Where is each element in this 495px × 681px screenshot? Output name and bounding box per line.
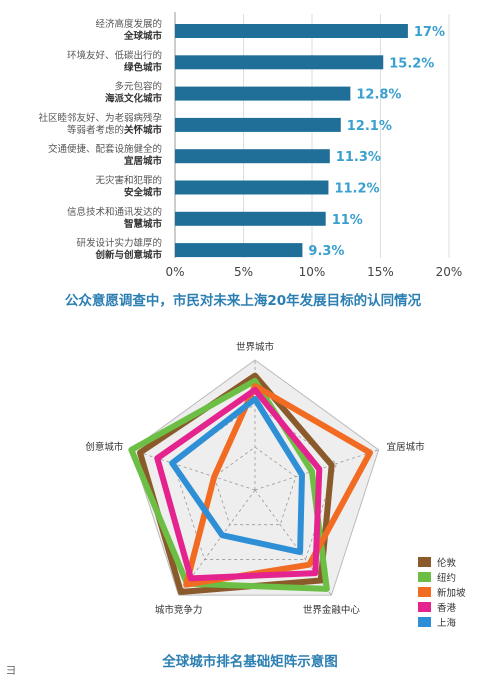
radar-axis-label: 世界城市 — [236, 341, 275, 353]
legend-swatch — [418, 602, 431, 612]
category-label-line2: 绿色城市 — [124, 61, 163, 73]
radar-series-polygon — [154, 386, 323, 582]
category-label-line1: 信息技术和通讯发达的 — [67, 206, 162, 218]
bar — [175, 243, 303, 258]
bar-value-label: 11% — [332, 213, 363, 228]
bar-value-label: 15.2% — [389, 56, 434, 71]
bar — [175, 180, 329, 195]
legend-swatch — [418, 557, 431, 567]
radar-series-polygon — [128, 377, 330, 592]
bar — [175, 55, 384, 70]
radar-series — [128, 372, 373, 596]
radar-inner-web — [213, 446, 297, 526]
category-label-bold: 创新与创意城市 — [94, 249, 162, 261]
bar-value-label: 11.3% — [336, 150, 381, 165]
legend-swatch — [418, 617, 431, 627]
category-label-line1: 多元包容的 — [114, 81, 162, 93]
category-label-bold: 智慧城市 — [124, 218, 163, 230]
category-label-prefix: 等弱者考虑的 — [67, 124, 124, 136]
category-label-bold: 海派文化城市 — [105, 93, 163, 105]
bar — [175, 117, 341, 132]
x-tick-label: 20% — [436, 265, 463, 279]
category-label-line2: 宜居城市 — [124, 155, 163, 167]
category-label-line2: 等弱者考虑的关怀城市 — [67, 124, 163, 136]
category-label-line2: 创新与创意城市 — [94, 249, 162, 261]
category-label-line1: 交通便捷、配套设施健全的 — [48, 143, 162, 155]
bar-value-label: 9.3% — [308, 244, 344, 259]
category-label-bold: 安全城市 — [124, 187, 163, 199]
bar-chart-x-ticks: 0% 5% 10% 15% 20% — [165, 265, 462, 279]
category-label-line1: 社区睦邻友好、为老弱病残孕 — [38, 112, 162, 124]
legend-label: 香港 — [437, 602, 457, 614]
radar-axis-label: 世界金融中心 — [303, 604, 361, 616]
page-mark: 彐 — [6, 666, 16, 677]
legend-label: 纽约 — [437, 572, 456, 584]
bar — [175, 86, 351, 101]
x-tick-label: 0% — [165, 265, 184, 279]
category-label-line1: 研发设计实力雄厚的 — [76, 237, 162, 249]
category-label-bold: 绿色城市 — [124, 61, 163, 73]
category-label-bold: 全球城市 — [123, 30, 163, 42]
category-label-line1: 环境友好、低碳出行的 — [67, 49, 162, 61]
bar-chart-title: 公众意愿调查中，市民对未来上海20年发展目标的认同情况 — [65, 292, 422, 309]
x-tick-label: 15% — [367, 265, 394, 279]
bar — [175, 24, 408, 38]
bar-chart: 17% 15.2% 12.8% 12.1% 11.3% 11.2% 11% 9.3% 经济高度… — [38, 12, 462, 309]
legend-swatch — [418, 572, 431, 582]
bar-chart-category-labels: 经济高度发展的全球城市环境友好、低碳出行的绿色城市多元包容的海派文化城市社区睦邻… — [38, 18, 162, 261]
radar-chart-title: 全球城市排名基础矩阵示意图 — [161, 653, 338, 670]
bar — [175, 211, 326, 226]
category-label-bold: 宜居城市 — [124, 155, 163, 167]
radar-axis-label: 城市竞争力 — [155, 604, 203, 616]
radar-axis-label: 宜居城市 — [387, 441, 426, 453]
category-label-line2: 智慧城市 — [124, 218, 163, 230]
category-label-line1: 无灾害和犯罪的 — [95, 175, 162, 187]
bar-value-label: 17% — [414, 25, 445, 40]
category-label-line2: 安全城市 — [124, 187, 163, 199]
radar-series-polygon — [169, 396, 305, 556]
bar-value-label: 12.1% — [347, 119, 392, 134]
bar — [175, 149, 330, 164]
category-label-line2: 全球城市 — [123, 30, 163, 42]
legend-label: 新加坡 — [437, 587, 466, 599]
category-label-bold: 关怀城市 — [124, 124, 163, 136]
bar-value-label: 11.2% — [334, 182, 379, 197]
radar-spoke — [131, 449, 256, 491]
bar-value-label: 12.8% — [356, 88, 401, 103]
x-tick-label: 10% — [299, 265, 326, 279]
category-label-line2: 海派文化城市 — [105, 93, 163, 105]
x-tick-label: 5% — [234, 265, 253, 279]
bar-chart-bars: 17% 15.2% 12.8% 12.1% 11.3% 11.2% 11% 9.3% — [175, 24, 445, 259]
legend-label: 上海 — [437, 617, 457, 629]
category-label-line1: 经济高度发展的 — [95, 18, 162, 30]
legend-swatch — [418, 587, 431, 597]
radar-spoke — [254, 449, 379, 491]
radar-axis-label: 创意城市 — [85, 441, 124, 453]
legend-label: 伦敦 — [437, 557, 457, 569]
